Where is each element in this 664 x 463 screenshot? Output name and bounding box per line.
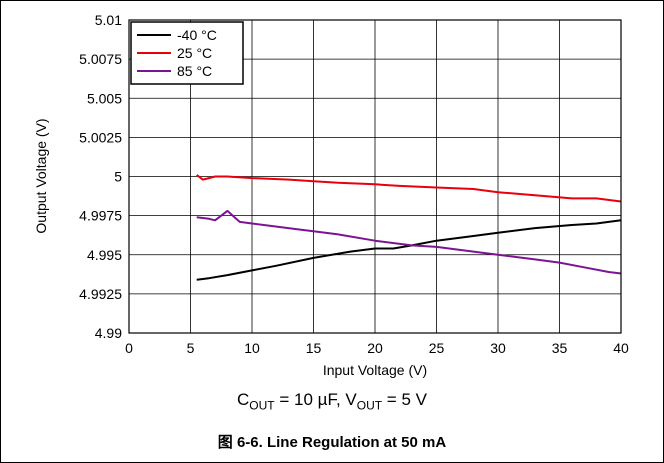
series-line-2 — [196, 209, 622, 275]
y-tick-label: 4.9925 — [79, 286, 122, 302]
series-line-1 — [196, 174, 622, 203]
x-tick-label: 25 — [429, 340, 445, 356]
legend-label: 25 °C — [177, 45, 212, 61]
line-regulation-chart: 0 5 10 15 20 25 30 35 40 4.99 4.9925 4.995 4.9975 5 5.… — [33, 12, 629, 378]
tick-labels: 0 5 10 15 20 25 30 35 40 4.99 4.9925 4.995 4.9975 5 5.… — [79, 12, 629, 356]
x-tick-label: 15 — [306, 340, 322, 356]
x-tick-label: 40 — [613, 340, 629, 356]
y-tick-label: 5.0025 — [79, 129, 122, 145]
x-tick-label: 35 — [552, 340, 568, 356]
x-tick-label: 20 — [367, 340, 383, 356]
c-out-value: = 10 µF, — [274, 390, 346, 409]
y-tick-label: 5.01 — [95, 12, 122, 28]
x-tick-label: 30 — [490, 340, 506, 356]
y-tick-label: 4.99 — [95, 325, 122, 341]
v-out-subscript: OUT — [356, 398, 383, 413]
series-line-0 — [196, 219, 622, 281]
series-lines — [196, 174, 622, 281]
x-tick-label: 0 — [125, 340, 133, 356]
legend-label: -40 °C — [177, 27, 217, 43]
legend: -40 °C 25 °C 85 °C — [130, 21, 244, 85]
v-out-value: = 5 V — [382, 390, 427, 409]
y-axis-label: Output Voltage (V) — [33, 118, 49, 233]
y-tick-label: 5.0075 — [79, 51, 122, 67]
y-tick-label: 4.9975 — [79, 208, 122, 224]
y-tick-label: 5.005 — [87, 90, 122, 106]
test-condition: COUT = 10 µF, VOUT = 5 V — [0, 390, 664, 412]
legend-label: 85 °C — [177, 63, 212, 79]
figure-caption: 图 6-6. Line Regulation at 50 mA — [217, 434, 447, 451]
v-out-symbol: V — [345, 390, 357, 409]
x-tick-label: 5 — [187, 340, 195, 356]
x-axis-label: Input Voltage (V) — [323, 362, 427, 378]
y-tick-label: 5 — [114, 169, 122, 185]
c-out-symbol: C — [237, 390, 250, 409]
c-out-subscript: OUT — [249, 398, 275, 413]
x-tick-label: 10 — [244, 340, 260, 356]
plot-area-border — [128, 19, 622, 334]
y-tick-label: 4.995 — [87, 247, 122, 263]
